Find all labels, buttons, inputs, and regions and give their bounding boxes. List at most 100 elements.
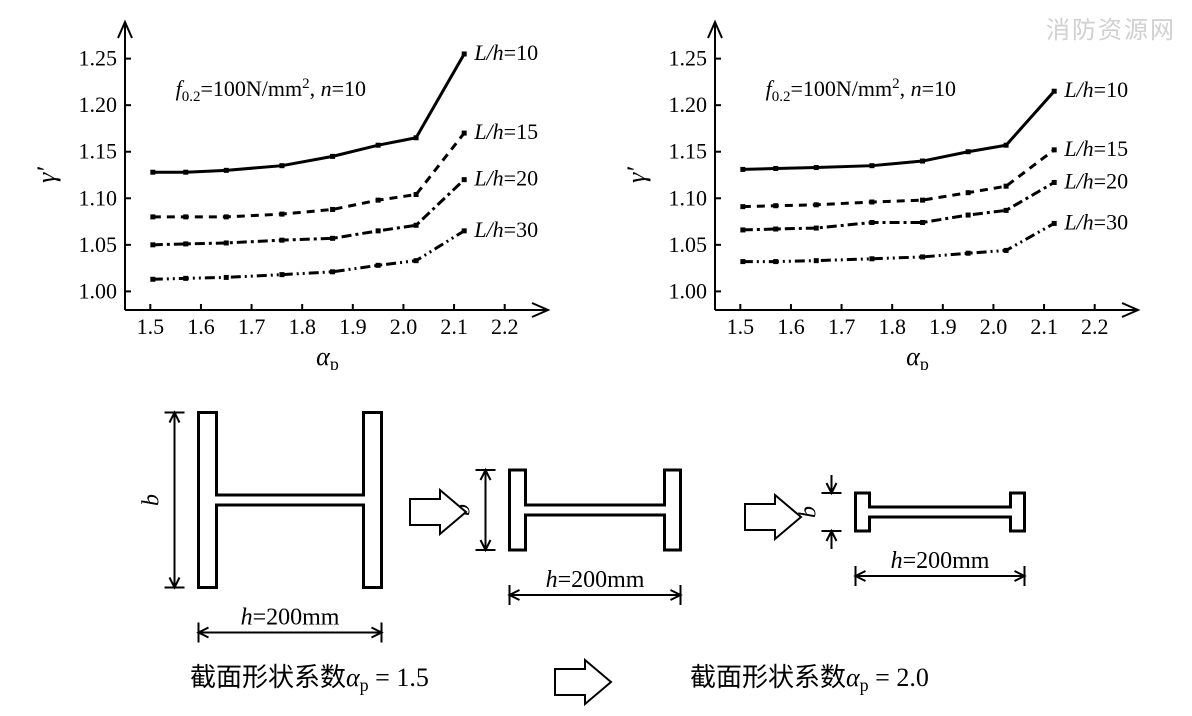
series-label: L/h=30 [473,217,538,242]
marker [1004,184,1009,189]
marker [1004,248,1009,253]
marker [376,228,381,233]
marker [1052,221,1057,226]
beam-diagrams: h=200mmbh=200mmbh=200mmb截面形状系数αp = 1.5截面… [0,380,1192,716]
marker [920,198,925,203]
xtick-label: 1.8 [878,314,906,339]
arrow-icon [555,660,611,704]
ytick-label: 1.00 [669,278,708,303]
marker [966,251,971,256]
marker [462,51,467,56]
marker [183,241,188,246]
annotation-text: f0.2=100N/mm2, n=10 [766,76,956,105]
ytick-label: 1.25 [79,46,118,71]
marker [814,165,819,170]
marker [376,263,381,268]
series-label: L/h=15 [473,119,538,144]
marker [773,203,778,208]
chart-right: 1.51.61.71.81.92.02.12.21.001.051.101.15… [610,10,1170,370]
marker [279,163,284,168]
marker [279,212,284,217]
series-label: L/h=20 [1063,168,1128,193]
marker [740,167,745,172]
marker [462,228,467,233]
series-label: L/h=10 [1063,77,1128,102]
page-root: 消防资源网 1.51.61.71.81.92.02.12.21.001.051.… [0,0,1192,716]
marker [330,269,335,274]
xtick-label: 2.0 [390,314,418,339]
marker [414,135,419,140]
xtick-label: 1.6 [777,314,805,339]
xtick-label: 2.1 [440,314,468,339]
ytick-label: 1.20 [669,92,708,117]
marker [773,259,778,264]
series-label: L/h=15 [1063,136,1128,161]
marker [462,131,467,136]
marker [224,275,229,280]
marker [920,159,925,164]
marker [224,240,229,245]
ytick-label: 1.25 [669,46,708,71]
xtick-label: 1.8 [288,314,316,339]
beam-medium [510,470,681,550]
marker [920,254,925,259]
marker [183,170,188,175]
b-dim-label: b [139,494,165,506]
marker [1052,180,1057,185]
x-axis-title: αp [316,342,339,370]
series-L/h=10 [153,54,464,172]
ytick-label: 1.00 [79,278,118,303]
marker [740,259,745,264]
xtick-label: 1.5 [137,314,165,339]
ytick-label: 1.15 [79,139,118,164]
xtick-label: 1.6 [187,314,215,339]
marker [869,220,874,225]
ytick-label: 1.15 [669,139,708,164]
x-axis-title: αp [906,342,929,370]
marker [740,204,745,209]
h-dim-label: h=200mm [546,567,645,593]
annotation-text: f0.2=100N/mm2, n=10 [176,76,366,105]
xtick-label: 1.9 [339,314,367,339]
marker [966,213,971,218]
h-dim-label: h=200mm [241,605,340,631]
ytick-label: 1.10 [669,185,708,210]
marker [920,220,925,225]
beam-large [199,413,382,588]
marker [966,149,971,154]
marker [1004,208,1009,213]
marker [330,207,335,212]
marker [966,190,971,195]
ytick-label: 1.05 [669,232,708,257]
marker [740,227,745,232]
marker [414,223,419,228]
marker [150,170,155,175]
marker [814,226,819,231]
xtick-label: 1.7 [238,314,266,339]
marker [183,214,188,219]
marker [414,192,419,197]
xtick-label: 2.1 [1030,314,1058,339]
marker [869,163,874,168]
beam-small [856,493,1025,531]
marker [150,277,155,282]
ytick-label: 1.10 [79,185,118,210]
h-dim-label: h=200mm [891,548,990,574]
xtick-label: 1.7 [828,314,856,339]
series-label: L/h=10 [473,40,538,65]
xtick-label: 2.2 [491,314,519,339]
marker [773,227,778,232]
marker [150,214,155,219]
marker [183,276,188,281]
xtick-label: 1.9 [929,314,957,339]
y-axis-title: γ′ [622,167,651,183]
marker [773,166,778,171]
marker [224,214,229,219]
xtick-label: 2.0 [980,314,1008,339]
marker [376,143,381,148]
ytick-label: 1.05 [79,232,118,257]
marker [376,198,381,203]
marker [462,177,467,182]
xtick-label: 2.2 [1081,314,1109,339]
series-label: L/h=20 [473,166,538,191]
